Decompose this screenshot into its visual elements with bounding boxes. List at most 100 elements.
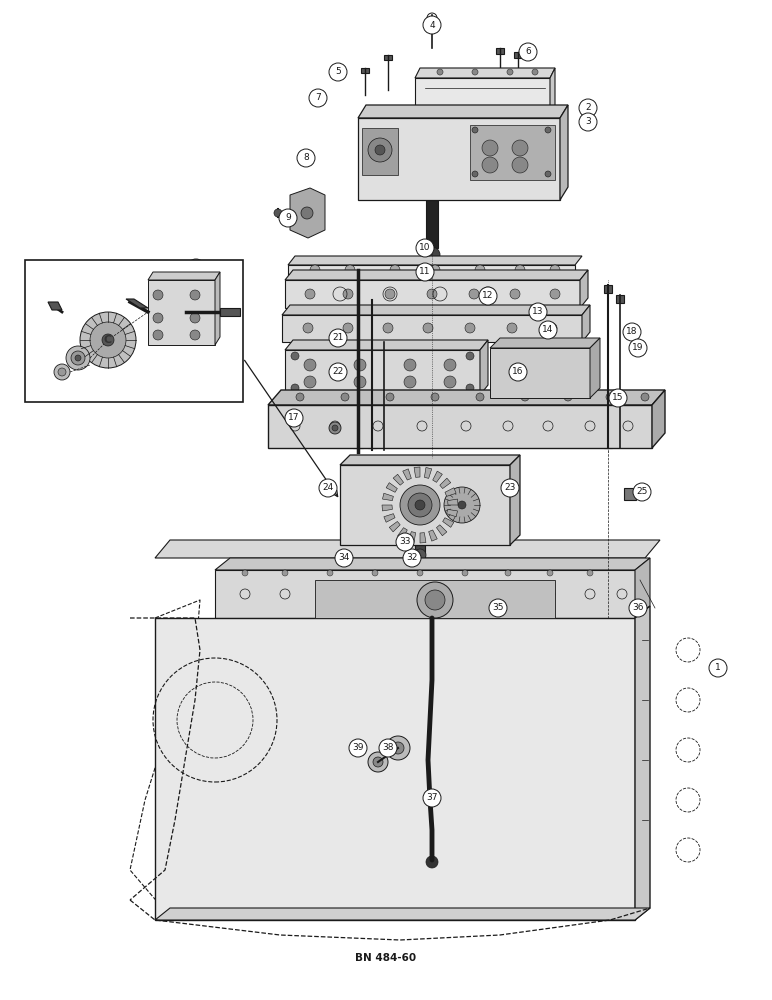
Polygon shape	[382, 505, 392, 511]
Circle shape	[379, 739, 397, 757]
Circle shape	[345, 265, 355, 275]
Text: 33: 33	[399, 538, 411, 546]
Polygon shape	[414, 560, 426, 568]
Circle shape	[390, 265, 400, 275]
Circle shape	[279, 209, 297, 227]
Text: 14: 14	[542, 326, 554, 334]
Polygon shape	[315, 580, 555, 618]
Polygon shape	[126, 299, 148, 308]
Polygon shape	[282, 315, 582, 342]
Circle shape	[469, 289, 479, 299]
Circle shape	[375, 145, 385, 155]
Polygon shape	[582, 305, 590, 342]
Text: 18: 18	[626, 328, 638, 336]
Polygon shape	[148, 280, 215, 345]
Polygon shape	[389, 521, 400, 532]
Circle shape	[349, 739, 367, 757]
Polygon shape	[148, 272, 220, 280]
Polygon shape	[155, 908, 650, 920]
Circle shape	[507, 69, 513, 75]
Circle shape	[512, 140, 528, 156]
Circle shape	[423, 323, 433, 333]
Polygon shape	[425, 467, 432, 478]
Circle shape	[329, 363, 347, 381]
Polygon shape	[382, 493, 394, 501]
Circle shape	[304, 359, 316, 371]
Text: 26: 26	[191, 263, 201, 272]
Circle shape	[190, 290, 200, 300]
Circle shape	[462, 570, 468, 576]
Circle shape	[341, 393, 349, 401]
Circle shape	[472, 69, 478, 75]
Circle shape	[564, 393, 572, 401]
Circle shape	[319, 479, 337, 497]
Circle shape	[417, 570, 423, 576]
Polygon shape	[415, 78, 550, 118]
Circle shape	[532, 69, 538, 75]
Circle shape	[501, 479, 519, 497]
Circle shape	[354, 376, 366, 388]
Polygon shape	[285, 280, 580, 308]
Circle shape	[417, 582, 453, 618]
Circle shape	[579, 113, 597, 131]
Polygon shape	[433, 471, 442, 482]
Polygon shape	[550, 68, 555, 118]
Circle shape	[396, 533, 414, 551]
Circle shape	[641, 393, 649, 401]
Circle shape	[466, 352, 474, 360]
Circle shape	[129, 293, 147, 311]
Polygon shape	[624, 488, 636, 500]
Circle shape	[383, 323, 393, 333]
Text: 30: 30	[56, 370, 68, 379]
Text: 6: 6	[525, 47, 531, 56]
Circle shape	[444, 359, 456, 371]
Circle shape	[444, 376, 456, 388]
Polygon shape	[368, 438, 376, 448]
Polygon shape	[290, 188, 325, 238]
Circle shape	[386, 736, 410, 760]
Polygon shape	[560, 105, 568, 200]
Circle shape	[408, 493, 432, 517]
Circle shape	[416, 239, 434, 257]
Circle shape	[53, 366, 71, 384]
Polygon shape	[285, 270, 588, 280]
Circle shape	[242, 570, 248, 576]
Circle shape	[545, 171, 551, 177]
Text: 13: 13	[532, 308, 543, 316]
Circle shape	[479, 287, 497, 305]
Polygon shape	[403, 469, 411, 480]
Text: 12: 12	[482, 292, 493, 300]
Circle shape	[87, 366, 105, 384]
Polygon shape	[361, 68, 369, 73]
Polygon shape	[580, 270, 588, 308]
Polygon shape	[445, 488, 456, 496]
Circle shape	[512, 157, 528, 173]
Polygon shape	[340, 465, 510, 545]
Circle shape	[415, 500, 425, 510]
Circle shape	[296, 393, 304, 401]
Polygon shape	[215, 570, 635, 618]
Text: 21: 21	[332, 334, 344, 342]
Polygon shape	[285, 350, 480, 395]
Circle shape	[587, 570, 593, 576]
Polygon shape	[285, 340, 488, 350]
Text: 31: 31	[49, 304, 61, 312]
Text: 36: 36	[632, 603, 644, 612]
Circle shape	[190, 330, 200, 340]
Polygon shape	[358, 105, 568, 118]
Circle shape	[521, 393, 529, 401]
Text: 17: 17	[288, 414, 300, 422]
Polygon shape	[288, 256, 582, 265]
Polygon shape	[448, 499, 458, 505]
Circle shape	[489, 599, 507, 617]
Circle shape	[187, 329, 205, 347]
Circle shape	[153, 313, 163, 323]
Circle shape	[329, 63, 347, 81]
Circle shape	[507, 323, 517, 333]
Circle shape	[354, 359, 366, 371]
Polygon shape	[386, 483, 398, 492]
Polygon shape	[408, 532, 415, 543]
Text: 28: 28	[132, 298, 144, 306]
Circle shape	[282, 570, 288, 576]
Circle shape	[547, 570, 553, 576]
